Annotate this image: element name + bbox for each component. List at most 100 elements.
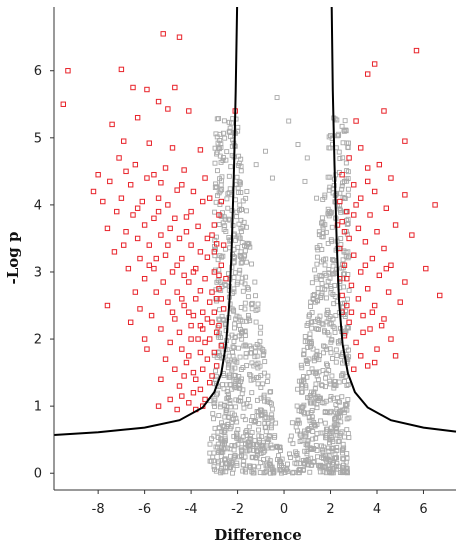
gray-point bbox=[306, 415, 312, 420]
gray-point bbox=[249, 390, 255, 396]
significant-point bbox=[204, 316, 211, 322]
gray-point bbox=[334, 455, 339, 461]
gray-point bbox=[322, 194, 328, 200]
gray-point bbox=[257, 338, 263, 344]
significant-point bbox=[165, 299, 171, 305]
gray-point bbox=[247, 447, 253, 453]
gray-point bbox=[306, 370, 312, 376]
gray-point bbox=[323, 229, 329, 235]
gray-point bbox=[322, 409, 328, 415]
significant-point bbox=[211, 249, 218, 255]
gray-point bbox=[226, 394, 232, 400]
gray-point bbox=[231, 259, 237, 265]
gray-point bbox=[236, 398, 241, 404]
gray-point bbox=[343, 160, 349, 166]
gray-point bbox=[300, 404, 306, 410]
significant-point bbox=[165, 106, 171, 112]
gray-point bbox=[238, 305, 244, 310]
gray-point bbox=[288, 454, 293, 460]
significant-point bbox=[139, 198, 146, 205]
gray-point bbox=[345, 431, 351, 436]
gray-point bbox=[222, 223, 228, 229]
significant-point bbox=[179, 346, 185, 352]
significant-point bbox=[181, 302, 187, 309]
significant-point bbox=[369, 255, 376, 262]
significant-point bbox=[146, 262, 152, 268]
gray-point bbox=[218, 145, 224, 150]
significant-point bbox=[134, 205, 141, 211]
gray-point bbox=[257, 363, 263, 369]
gray-point bbox=[342, 434, 347, 440]
gray-point bbox=[307, 418, 313, 424]
significant-point bbox=[374, 346, 380, 352]
gray-point bbox=[240, 468, 246, 474]
significant-point bbox=[341, 262, 348, 268]
gray-point bbox=[216, 349, 222, 355]
gray-point bbox=[307, 331, 313, 337]
gray-point bbox=[328, 286, 334, 291]
significant-point bbox=[197, 249, 204, 255]
gray-point bbox=[255, 381, 261, 387]
gray-point bbox=[228, 404, 234, 410]
gray-point bbox=[304, 155, 310, 161]
gray-point bbox=[232, 325, 237, 331]
gray-point bbox=[238, 217, 244, 223]
gray-point bbox=[219, 174, 225, 180]
gray-point bbox=[298, 433, 304, 439]
significant-point bbox=[190, 269, 197, 275]
significant-point bbox=[209, 319, 215, 325]
gray-point bbox=[212, 145, 218, 151]
significant-point bbox=[118, 195, 125, 201]
gray-point bbox=[325, 240, 331, 246]
gray-point bbox=[310, 293, 316, 299]
gray-point bbox=[226, 359, 232, 365]
x-tick-label: -6 bbox=[138, 502, 151, 517]
gray-point bbox=[210, 411, 216, 417]
gray-point bbox=[214, 168, 220, 174]
gray-point bbox=[249, 300, 255, 306]
gray-point bbox=[216, 425, 222, 431]
significant-point bbox=[179, 255, 185, 262]
significant-point bbox=[127, 319, 134, 325]
significant-point bbox=[183, 214, 190, 220]
significant-point bbox=[197, 288, 204, 294]
gray-point bbox=[233, 397, 239, 403]
gray-point bbox=[319, 215, 325, 221]
gray-point bbox=[261, 370, 267, 376]
gray-point bbox=[333, 347, 339, 353]
gray-point bbox=[340, 276, 346, 282]
significant-point bbox=[216, 212, 222, 218]
gray-point bbox=[300, 383, 306, 389]
gray-point bbox=[244, 401, 250, 407]
gray-point bbox=[223, 283, 229, 288]
gray-point bbox=[344, 325, 350, 331]
gray-point bbox=[319, 259, 324, 265]
gray-point bbox=[303, 432, 309, 438]
x-tick-label: 2 bbox=[326, 502, 334, 517]
gray-point bbox=[268, 389, 274, 395]
gray-point bbox=[340, 468, 346, 474]
gray-point bbox=[227, 426, 233, 432]
gray-point bbox=[328, 339, 334, 345]
gray-point bbox=[242, 417, 248, 423]
gray-point bbox=[329, 469, 335, 475]
gray-point bbox=[256, 464, 262, 470]
gray-point bbox=[290, 470, 295, 476]
gray-point bbox=[308, 400, 314, 406]
significant-point bbox=[100, 198, 106, 205]
gray-point bbox=[340, 180, 346, 186]
significant-point bbox=[432, 202, 438, 208]
gray-point bbox=[323, 256, 329, 262]
y-tick-label: 2 bbox=[34, 333, 42, 348]
gray-point bbox=[236, 160, 242, 166]
gray-point bbox=[244, 432, 250, 438]
gray-point bbox=[326, 469, 332, 474]
gray-point bbox=[238, 249, 244, 255]
significant-point bbox=[206, 299, 213, 305]
significant-point bbox=[190, 188, 197, 195]
gray-point bbox=[286, 118, 292, 124]
significant-point bbox=[160, 31, 166, 37]
significant-point bbox=[209, 289, 215, 295]
y-tick-label: 0 bbox=[34, 467, 42, 482]
significant-point bbox=[353, 118, 359, 124]
